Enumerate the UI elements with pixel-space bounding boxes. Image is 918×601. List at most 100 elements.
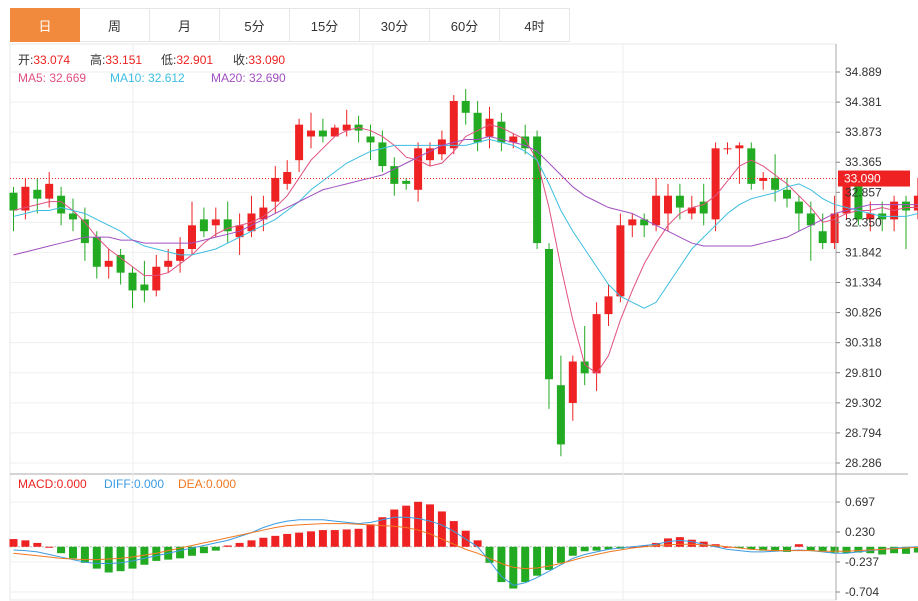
price-tick-4: 32.857 — [845, 185, 882, 199]
candle-49 — [592, 302, 601, 392]
ma5-line — [13, 124, 918, 375]
macd-bar-23 — [283, 533, 292, 547]
candle-75 — [902, 195, 910, 249]
macd-bar-40 — [485, 546, 494, 563]
macd-bar-14 — [176, 546, 185, 559]
macd-bar-18 — [223, 545, 232, 547]
price-tick-2: 33.873 — [845, 125, 882, 139]
macd-bar-10 — [128, 546, 137, 569]
macd-bar-0 — [9, 539, 18, 547]
macd-bar-4 — [57, 546, 66, 554]
macd-bar-73 — [878, 546, 887, 555]
macd-bar-54 — [652, 542, 661, 547]
candle-67 — [806, 201, 815, 261]
tab-3[interactable]: 5分 — [220, 8, 290, 42]
candle-8 — [104, 248, 113, 279]
candle-5 — [69, 198, 77, 232]
grid-lines — [9, 43, 908, 601]
candle-40 — [485, 106, 494, 149]
candle-59 — [711, 142, 720, 232]
ma10-readout: MA10: 32.612 — [110, 71, 185, 85]
tab-0[interactable]: 日 — [10, 8, 80, 42]
candle-52 — [628, 213, 637, 238]
diff-readout: DIFF:0.000 — [104, 477, 164, 491]
macd-bar-36 — [437, 511, 446, 547]
macd-bar-43 — [521, 546, 530, 583]
macd-bar-47 — [568, 546, 577, 556]
macd-bar-68 — [818, 546, 827, 552]
dea-line — [13, 523, 918, 570]
price-tick-13: 28.286 — [845, 456, 882, 470]
macd-bar-37 — [449, 521, 458, 547]
ohlc-open: 开:33.074 — [18, 53, 70, 67]
macd-bar-28 — [342, 529, 351, 547]
price-tick-3: 33.365 — [845, 155, 882, 169]
candle-25 — [307, 112, 315, 149]
candle-51 — [616, 213, 625, 303]
candle-62 — [747, 142, 756, 190]
dea-readout: DEA:0.000 — [178, 477, 236, 491]
macd-bar-55 — [664, 538, 672, 547]
ma5-readout: MA5: 32.669 — [18, 71, 86, 85]
macd-bar-25 — [307, 531, 315, 547]
candle-23 — [283, 160, 292, 190]
candle-9 — [116, 248, 125, 285]
candle-64 — [771, 154, 780, 202]
tab-4[interactable]: 15分 — [290, 8, 360, 42]
macd-bar-49 — [592, 546, 601, 551]
tab-6[interactable]: 60分 — [430, 8, 500, 42]
macd-bar-50 — [604, 546, 613, 550]
y-axes: 34.889 34.381 33.873 33.365 32.857 32.350 31.8… — [835, 44, 882, 600]
macd-bar-67 — [806, 546, 815, 551]
candle-31 — [378, 130, 387, 173]
candle-45 — [545, 243, 553, 409]
candle-15 — [188, 201, 196, 255]
candle-34 — [414, 142, 423, 202]
tab-2[interactable]: 月 — [150, 8, 220, 42]
macd-bar-44 — [533, 546, 542, 576]
candle-61 — [735, 142, 744, 184]
candle-44 — [533, 130, 542, 249]
macd-bar-27 — [330, 530, 339, 547]
macd-bar-65 — [783, 546, 791, 552]
macd-bar-70 — [842, 546, 851, 554]
macd-bar-26 — [318, 530, 327, 547]
candle-10 — [128, 266, 137, 309]
tab-5[interactable]: 30分 — [360, 8, 430, 42]
candle-0 — [9, 186, 18, 232]
candle-42 — [509, 133, 518, 149]
macd-bar-45 — [545, 546, 553, 570]
candle-21 — [259, 195, 268, 232]
candlesticks — [9, 89, 918, 457]
macd-bar-46 — [556, 546, 565, 563]
macd-bar-8 — [104, 546, 113, 573]
ma20-line — [13, 135, 918, 256]
macd-bar-15 — [188, 546, 196, 556]
macd-bar-19 — [235, 542, 244, 547]
candle-60 — [723, 142, 732, 155]
candle-1 — [21, 177, 30, 220]
macd-bar-33 — [402, 505, 411, 547]
macd-bar-61 — [735, 546, 744, 549]
candle-41 — [497, 112, 506, 152]
price-tick-5: 32.350 — [845, 215, 882, 229]
price-tick-8: 30.826 — [845, 306, 882, 320]
tab-7[interactable]: 4时 — [500, 8, 570, 42]
price-tick-11: 29.302 — [845, 396, 882, 410]
macd-bar-22 — [271, 535, 280, 547]
macd-bar-9 — [116, 546, 125, 572]
price-tick-0: 34.889 — [845, 65, 882, 79]
candle-11 — [140, 260, 149, 303]
candle-17 — [211, 207, 220, 238]
candle-66 — [794, 195, 803, 232]
diff-line — [13, 516, 918, 586]
price-tick-1: 34.381 — [845, 95, 882, 109]
macd-tick-1: 0.230 — [845, 525, 875, 539]
macd-tick-0: 0.697 — [845, 495, 875, 509]
macd-readout: MACD:0.000 — [18, 477, 87, 491]
current-price-label: 33.090 — [844, 172, 881, 186]
tab-1[interactable]: 周 — [80, 8, 150, 42]
candle-18 — [223, 201, 232, 244]
macd-bar-5 — [69, 546, 77, 559]
